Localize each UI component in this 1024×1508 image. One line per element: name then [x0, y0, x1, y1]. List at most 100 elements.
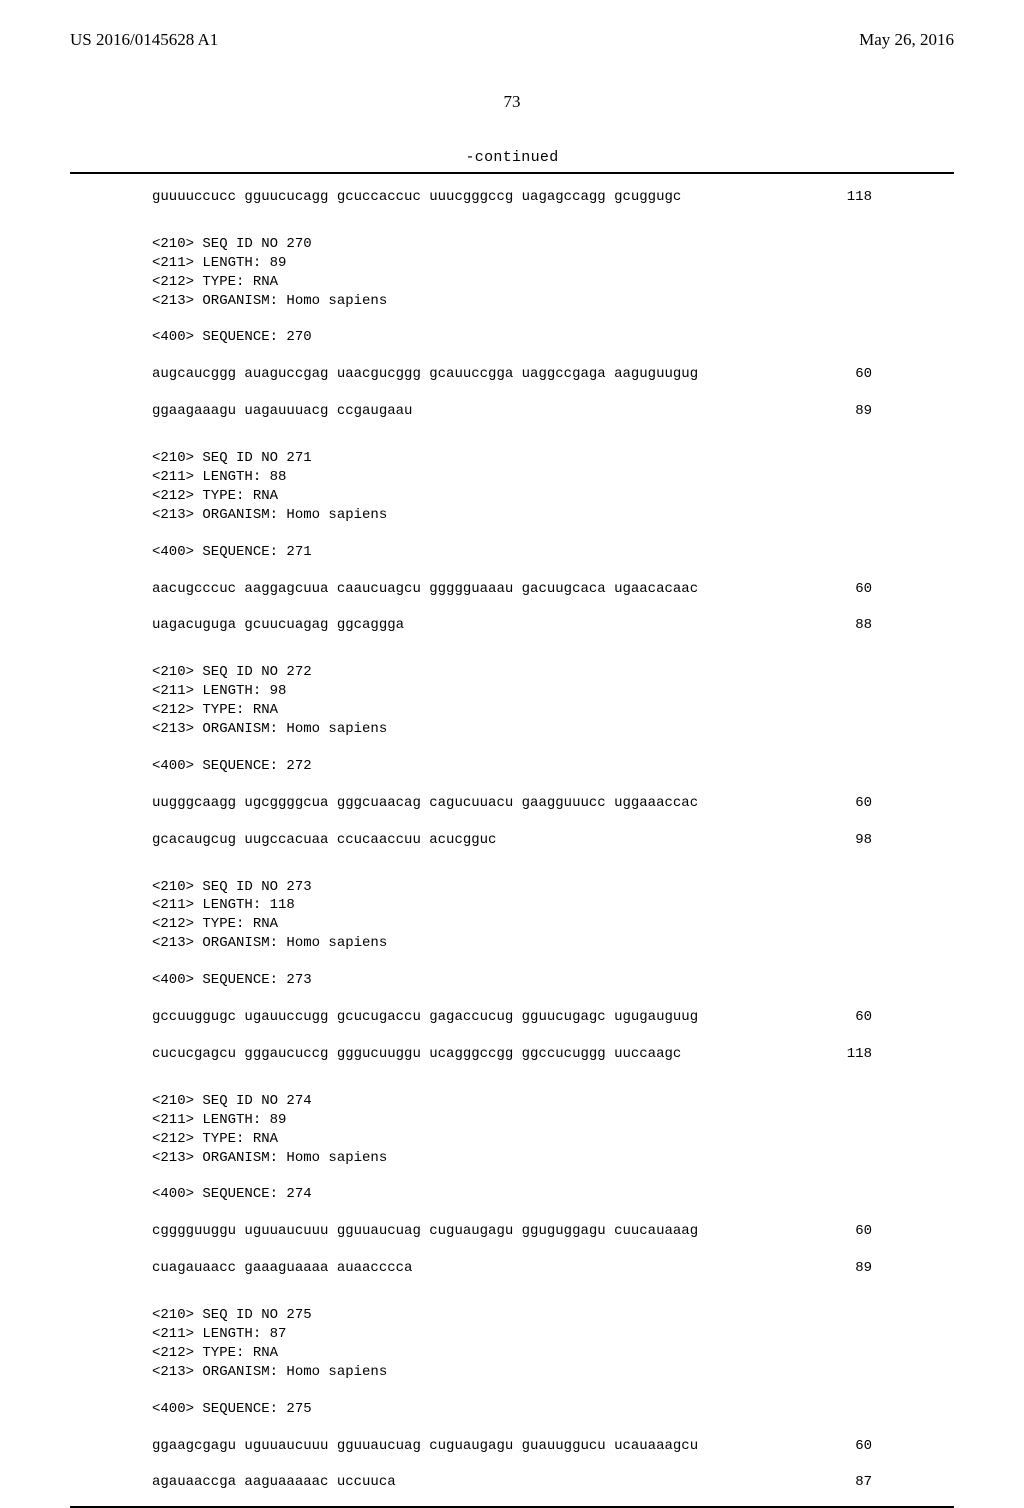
spacer [152, 1064, 872, 1092]
sequence-meta-line: <400> SEQUENCE: 271 [152, 543, 872, 562]
sequence-meta-line: <400> SEQUENCE: 272 [152, 757, 872, 776]
spacer [152, 953, 872, 971]
sequence-meta-line: <210> SEQ ID NO 274 [152, 1092, 872, 1111]
sequence-line: cuagauaacc gaaaguaaaa auaacccca 89 [152, 1259, 872, 1278]
sequence-line: uagacuguga gcuucuagag ggcaggga 88 [152, 616, 872, 635]
sequence-line: gcacaugcug uugccacuaa ccucaaccuu acucggu… [152, 831, 872, 850]
sequence-meta-line: <210> SEQ ID NO 275 [152, 1306, 872, 1325]
sequence-line: ggaagcgagu uguuaucuuu gguuaucuag cuguaug… [152, 1437, 872, 1456]
spacer [152, 1419, 872, 1437]
spacer [152, 739, 872, 757]
page-header: US 2016/0145628 A1 May 26, 2016 [70, 30, 954, 50]
sequence-line: uugggcaagg ugcggggcua gggcuaacag cagucuu… [152, 794, 872, 813]
sequence-meta-line: <211> LENGTH: 98 [152, 682, 872, 701]
sequence-text: ggaagcgagu uguuaucuuu gguuaucuag cuguaug… [152, 1437, 698, 1456]
sequence-position: 60 [817, 1008, 872, 1027]
sequence-meta-line: <210> SEQ ID NO 272 [152, 663, 872, 682]
sequence-meta-line: <400> SEQUENCE: 273 [152, 971, 872, 990]
sequence-meta-line: <212> TYPE: RNA [152, 1130, 872, 1149]
sequence-line: guuuuccucc gguucucagg gcuccaccuc uuucggg… [152, 188, 872, 207]
sequence-text: ggaagaaagu uagauuuacg ccgaugaau [152, 402, 412, 421]
spacer [152, 1455, 872, 1473]
sequence-meta-line: <211> LENGTH: 87 [152, 1325, 872, 1344]
sequence-position: 89 [817, 1259, 872, 1278]
sequence-position: 118 [817, 188, 872, 207]
sequence-position: 60 [817, 1437, 872, 1456]
sequence-meta-line: <400> SEQUENCE: 274 [152, 1185, 872, 1204]
spacer [152, 850, 872, 878]
spacer [152, 347, 872, 365]
sequence-meta-line: <210> SEQ ID NO 270 [152, 235, 872, 254]
sequence-position: 87 [817, 1473, 872, 1492]
sequence-meta-line: <212> TYPE: RNA [152, 487, 872, 506]
sequence-meta-line: <210> SEQ ID NO 273 [152, 878, 872, 897]
sequence-meta-line: <213> ORGANISM: Homo sapiens [152, 1363, 872, 1382]
spacer [152, 525, 872, 543]
sequence-position: 88 [817, 616, 872, 635]
sequence-meta-line: <400> SEQUENCE: 275 [152, 1400, 872, 1419]
sequence-text: cucucgagcu gggaucuccg gggucuuggu ucagggc… [152, 1045, 681, 1064]
sequence-meta-line: <213> ORGANISM: Homo sapiens [152, 506, 872, 525]
page: US 2016/0145628 A1 May 26, 2016 73 -cont… [0, 0, 1024, 1320]
sequence-line: augcaucggg auaguccgag uaacgucggg gcauucc… [152, 365, 872, 384]
sequence-text: uugggcaagg ugcggggcua gggcuaacag cagucuu… [152, 794, 698, 813]
spacer [152, 598, 872, 616]
spacer [152, 562, 872, 580]
sequence-meta-line: <212> TYPE: RNA [152, 273, 872, 292]
sequence-position: 60 [817, 580, 872, 599]
sequence-meta-line: <213> ORGANISM: Homo sapiens [152, 934, 872, 953]
sequence-line: cgggguuggu uguuaucuuu gguuaucuag cuguaug… [152, 1222, 872, 1241]
sequence-text: gcacaugcug uugccacuaa ccucaaccuu acucggu… [152, 831, 496, 850]
sequence-line: ggaagaaagu uagauuuacg ccgaugaau 89 [152, 402, 872, 421]
sequence-meta-line: <213> ORGANISM: Homo sapiens [152, 292, 872, 311]
spacer [152, 990, 872, 1008]
sequence-position: 89 [817, 402, 872, 421]
sequence-meta-line: <400> SEQUENCE: 270 [152, 328, 872, 347]
sequence-meta-line: <210> SEQ ID NO 271 [152, 449, 872, 468]
sequence-listing: guuuuccucc gguucucagg gcuccaccuc uuucggg… [152, 174, 872, 1506]
sequence-meta-line: <212> TYPE: RNA [152, 915, 872, 934]
spacer [152, 207, 872, 235]
spacer [152, 310, 872, 328]
sequence-text: augcaucggg auaguccgag uaacgucggg gcauucc… [152, 365, 698, 384]
continued-label-wrap: -continued [70, 148, 954, 166]
sequence-line: gccuuggugc ugauuccugg gcucugaccu gagaccu… [152, 1008, 872, 1027]
sequence-text: aacugcccuc aaggagcuua caaucuagcu gggggua… [152, 580, 698, 599]
spacer [152, 776, 872, 794]
sequence-meta-line: <213> ORGANISM: Homo sapiens [152, 720, 872, 739]
sequence-meta-line: <211> LENGTH: 88 [152, 468, 872, 487]
sequence-text: agauaaccga aaguaaaaac uccuuca [152, 1473, 396, 1492]
sequence-meta-line: <212> TYPE: RNA [152, 1344, 872, 1363]
spacer [152, 421, 872, 449]
spacer [152, 1167, 872, 1185]
spacer [152, 1204, 872, 1222]
sequence-position: 60 [817, 1222, 872, 1241]
sequence-meta-line: <213> ORGANISM: Homo sapiens [152, 1149, 872, 1168]
publication-number: US 2016/0145628 A1 [70, 30, 218, 50]
spacer [152, 1382, 872, 1400]
page-number: 73 [70, 92, 954, 112]
sequence-meta-line: <211> LENGTH: 118 [152, 896, 872, 915]
sequence-line: agauaaccga aaguaaaaac uccuuca 87 [152, 1473, 872, 1492]
sequence-position: 60 [817, 794, 872, 813]
spacer [152, 1278, 872, 1306]
sequence-position: 60 [817, 365, 872, 384]
continued-label: -continued [465, 149, 558, 166]
sequence-meta-line: <211> LENGTH: 89 [152, 254, 872, 273]
sequence-text: guuuuccucc gguucucagg gcuccaccuc uuucggg… [152, 188, 681, 207]
sequence-meta-line: <212> TYPE: RNA [152, 701, 872, 720]
spacer [152, 635, 872, 663]
sequence-position: 98 [817, 831, 872, 850]
spacer [152, 1241, 872, 1259]
sequence-meta-line: <211> LENGTH: 89 [152, 1111, 872, 1130]
sequence-text: gccuuggugc ugauuccugg gcucugaccu gagaccu… [152, 1008, 698, 1027]
sequence-line: aacugcccuc aaggagcuua caaucuagcu gggggua… [152, 580, 872, 599]
spacer [152, 813, 872, 831]
publication-date: May 26, 2016 [859, 30, 954, 50]
sequence-text: cuagauaacc gaaaguaaaa auaacccca [152, 1259, 412, 1278]
sequence-position: 118 [817, 1045, 872, 1064]
sequence-text: cgggguuggu uguuaucuuu gguuaucuag cuguaug… [152, 1222, 698, 1241]
sequence-text: uagacuguga gcuucuagag ggcaggga [152, 616, 404, 635]
sequence-line: cucucgagcu gggaucuccg gggucuuggu ucagggc… [152, 1045, 872, 1064]
spacer [152, 1027, 872, 1045]
